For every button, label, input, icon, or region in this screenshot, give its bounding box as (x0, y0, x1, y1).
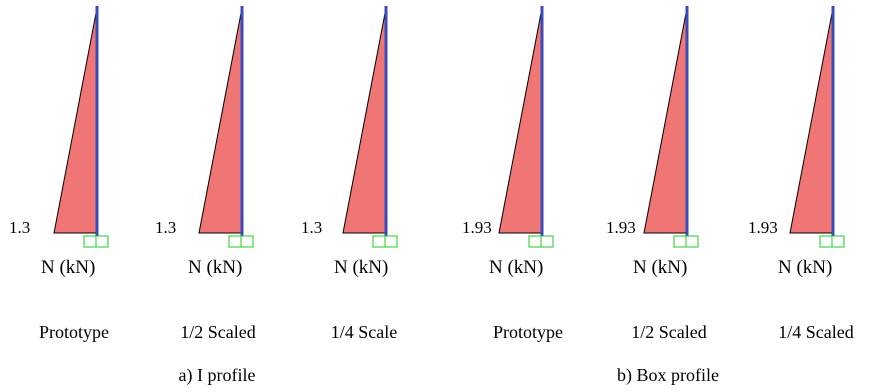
axial-force-area (342, 7, 387, 234)
panel-name-a-quarter: 1/4 Scale (330, 322, 398, 342)
support-icon (372, 235, 398, 248)
axis-label-a-quarter: N (kN) (334, 257, 389, 278)
axial-force-area (53, 7, 98, 234)
panel-b-prototype (498, 6, 554, 248)
support-icon (83, 235, 109, 248)
panel-name-a-half: 1/2 Scaled (180, 322, 256, 342)
value-label-a-quarter: 1.3 (301, 218, 323, 237)
value-label-b-half: 1.93 (606, 218, 636, 237)
axis-label-a-half: N (kN) (188, 257, 243, 278)
axial-force-area (643, 7, 688, 234)
panel-name-a-prototype: Prototype (39, 322, 109, 342)
panel-a-quarter-scale (342, 6, 398, 248)
support-icon (673, 235, 699, 248)
panel-b-quarter-scaled (789, 6, 845, 248)
support-icon (819, 235, 845, 248)
support-icon (228, 235, 254, 248)
value-label-b-quarter: 1.93 (748, 218, 778, 237)
value-label-a-prototype: 1.3 (9, 218, 31, 237)
panel-b-half-scaled (643, 6, 699, 248)
panel-name-b-quarter: 1/4 Scaled (778, 322, 854, 342)
axial-force-area (789, 7, 834, 234)
axis-label-b-quarter: N (kN) (778, 257, 833, 278)
axial-force-area (198, 7, 243, 234)
value-label-b-prototype: 1.93 (462, 218, 492, 237)
axial-force-area (498, 7, 543, 234)
axis-label-a-prototype: N (kN) (41, 257, 96, 278)
panel-a-half-scaled (198, 6, 254, 248)
panel-name-b-prototype: Prototype (493, 322, 563, 342)
axis-label-b-half: N (kN) (633, 257, 688, 278)
panel-name-b-half: 1/2 Scaled (631, 322, 707, 342)
axis-label-b-prototype: N (kN) (489, 257, 544, 278)
group-caption-b: b) Box profile (617, 365, 719, 385)
support-icon (528, 235, 554, 248)
group-caption-a: a) I profile (178, 365, 256, 385)
value-label-a-half: 1.3 (155, 218, 177, 237)
panel-a-prototype (53, 6, 109, 248)
